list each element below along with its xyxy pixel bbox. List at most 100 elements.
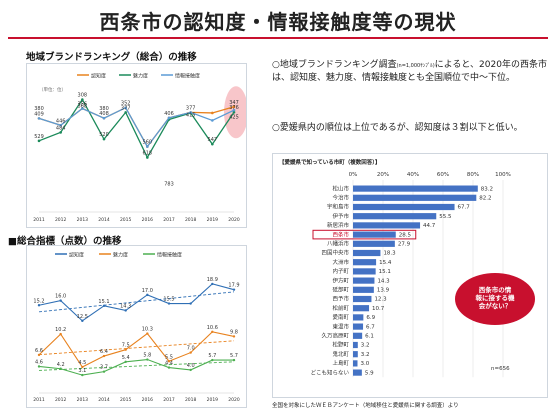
legend-label-1: 魅力度 bbox=[113, 252, 128, 259]
legend-label-1: 魅力度 bbox=[133, 73, 148, 80]
category-label-20: どこも知らない bbox=[311, 368, 350, 376]
series-point-1-0 bbox=[37, 139, 41, 143]
series-point-1-3 bbox=[102, 354, 106, 358]
bar-8 bbox=[353, 259, 377, 266]
series-point-0-8 bbox=[211, 111, 214, 115]
series-line-1 bbox=[38, 98, 235, 159]
value-label-10: 14.3 bbox=[377, 278, 390, 284]
data-label-2: 409 bbox=[34, 111, 44, 117]
series-line-1 bbox=[38, 331, 235, 368]
x-tick-0: 0% bbox=[349, 172, 358, 178]
bullet-1-prefix: ○地域ブランドランキング調査 bbox=[272, 60, 397, 70]
series-point-1-1 bbox=[59, 332, 62, 336]
data-label-10: 380 bbox=[99, 106, 109, 112]
value-label-5: 28.5 bbox=[399, 232, 412, 238]
data-label-23: 5.4 bbox=[122, 355, 130, 361]
x-tick-9: 2020 bbox=[228, 397, 240, 403]
data-label-27: 5.7 bbox=[208, 353, 216, 359]
series-point-2-8 bbox=[211, 119, 214, 122]
value-label-0: 83.2 bbox=[481, 186, 493, 192]
x-tick-5: 2016 bbox=[142, 397, 154, 403]
data-label-12: 352 bbox=[121, 101, 131, 107]
data-label-8: 17.9 bbox=[228, 283, 239, 289]
bar-chart-title: 【愛媛県で知っている市町（複数回答）】 bbox=[279, 158, 380, 166]
data-label-25: 4.4 bbox=[165, 361, 173, 367]
data-label-11: 4.5 bbox=[78, 360, 86, 366]
bar-11 bbox=[353, 286, 374, 293]
series-point-0-9 bbox=[232, 105, 236, 109]
data-label-3: 15.1 bbox=[98, 299, 109, 305]
x-tick-1: 20% bbox=[377, 172, 389, 178]
series-point-0-7 bbox=[189, 302, 192, 305]
series-point-2-2 bbox=[81, 107, 84, 110]
callout-line-1: 報に接する機 bbox=[476, 293, 516, 302]
callout-bubble bbox=[455, 273, 535, 325]
data-label-3: 446 bbox=[56, 118, 66, 124]
series-point-2-5 bbox=[146, 145, 149, 148]
value-label-20: 5.9 bbox=[365, 370, 374, 376]
trend-line-2 bbox=[38, 361, 235, 371]
callout-line-2: 会がない？ bbox=[479, 301, 512, 310]
value-label-1: 82.2 bbox=[479, 196, 491, 202]
x-tick-1: 2012 bbox=[55, 217, 67, 223]
series-point-1-9 bbox=[232, 335, 236, 338]
bullet-1-rest: によると、2020年の西条市は、認知度、魅力度、情報接触度とも全国順位で中〜下位… bbox=[272, 60, 547, 83]
x-tick-4: 2015 bbox=[120, 217, 132, 223]
category-label-0: 松山市 bbox=[332, 184, 349, 192]
municipality-bar-chart: 【愛媛県で知っている市町（複数回答）】 0% 20% 40% 60% 80% 100% 松山市… bbox=[279, 158, 535, 378]
category-label-17: 松野町 bbox=[332, 341, 349, 349]
series-point-2-4 bbox=[124, 360, 127, 364]
x-tick-6: 2017 bbox=[163, 397, 175, 403]
data-label-18: 377 bbox=[186, 105, 196, 111]
data-label-1: 484 bbox=[56, 125, 66, 131]
series-point-1-9 bbox=[232, 110, 236, 114]
bar-14 bbox=[353, 314, 364, 321]
series-point-2-6 bbox=[167, 366, 171, 369]
series-point-2-6 bbox=[167, 116, 171, 120]
x-tick-3: 60% bbox=[437, 172, 449, 178]
bullet-1-note: (n=1,000ｻﾝﾌﾟﾙ) bbox=[396, 63, 435, 69]
data-label-4: 14.3 bbox=[120, 303, 131, 309]
data-label-9: 408 bbox=[99, 111, 109, 117]
series-point-2-4 bbox=[124, 106, 127, 110]
series-point-1-3 bbox=[102, 137, 106, 141]
x-tick-9: 2020 bbox=[228, 217, 240, 223]
bar-6 bbox=[353, 240, 395, 247]
data-label-14: 560 bbox=[143, 140, 153, 146]
x-tick-2: 2013 bbox=[77, 397, 89, 403]
category-label-14: 愛南町 bbox=[332, 313, 349, 321]
category-label-18: 鬼北町 bbox=[332, 350, 349, 358]
category-label-15: 東温市 bbox=[332, 322, 349, 330]
bar-13 bbox=[353, 305, 370, 312]
series-point-2-0 bbox=[37, 117, 41, 120]
series-point-2-5 bbox=[146, 358, 149, 361]
category-label-19: 上島町 bbox=[332, 359, 349, 367]
value-label-16: 6.1 bbox=[365, 334, 374, 340]
series-point-1-5 bbox=[146, 156, 149, 159]
chart2-title: ■総合指標（点数）の推移 bbox=[8, 236, 122, 247]
series-point-1-2 bbox=[81, 365, 84, 369]
data-label-16: 406 bbox=[164, 111, 174, 117]
data-label-7: 368 bbox=[78, 104, 88, 110]
data-label-5: 17.0 bbox=[142, 288, 153, 294]
page-title: 西条市の認知度・情報接触度等の現状 bbox=[99, 10, 457, 34]
series-point-0-6 bbox=[167, 302, 171, 305]
series-point-1-7 bbox=[189, 351, 192, 354]
data-label-13: 7.5 bbox=[122, 343, 130, 349]
source-note: 全国を対象にしたＷＥＢアンケート（地域移住と愛媛県に関する調査）より bbox=[272, 403, 459, 409]
score-line-chart: 認知度 魅力度 情報接触度 15.2 16.0 12.5 15.1 14.3 17.0 15.5 1… bbox=[33, 252, 240, 404]
series-point-2-3 bbox=[102, 370, 106, 373]
highlight-box bbox=[312, 229, 417, 240]
data-label-8: 520 bbox=[99, 132, 109, 138]
data-label-12: 6.4 bbox=[100, 349, 108, 355]
callout-line-0: 西条市の情 bbox=[479, 285, 512, 294]
data-label-9: 10.2 bbox=[55, 327, 66, 333]
series-point-1-4 bbox=[124, 111, 127, 114]
series-point-1-4 bbox=[124, 348, 127, 351]
series-point-2-2 bbox=[81, 373, 84, 377]
category-label-1: 今治市 bbox=[332, 194, 349, 202]
data-label-7: 18.9 bbox=[207, 277, 218, 283]
trend-line-0 bbox=[38, 291, 235, 313]
data-label-20: 425 bbox=[229, 114, 239, 120]
category-label-11: 砥部町 bbox=[332, 286, 349, 294]
